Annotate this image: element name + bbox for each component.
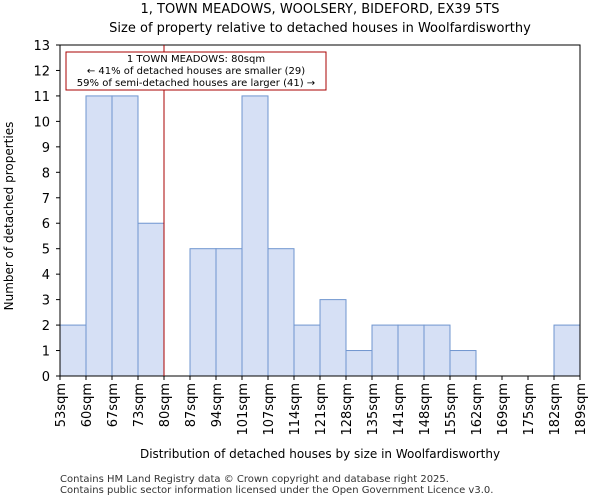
x-tick-label: 141sqm xyxy=(392,383,407,436)
y-tick-label: 0 xyxy=(42,370,50,385)
y-tick-label: 1 xyxy=(42,345,50,360)
x-tick-label: 80sqm xyxy=(158,383,173,427)
x-axis-ticks: 53sqm 60sqm 67sqm 73sqm 80sqm 87sqm 94sqm 101sq… xyxy=(54,376,589,436)
x-tick-label: 94sqm xyxy=(210,383,225,427)
y-tick-label: 5 xyxy=(42,243,50,258)
bar-67sqm xyxy=(111,95,139,377)
x-tick-label: 169sqm xyxy=(496,383,511,436)
bar-73sqm xyxy=(137,222,165,377)
y-tick-label: 13 xyxy=(33,39,50,54)
x-tick-label: 60sqm xyxy=(80,383,95,427)
bar-128sqm xyxy=(345,350,373,377)
y-tick-label: 11 xyxy=(33,90,50,105)
y-tick-label: 9 xyxy=(42,141,50,156)
x-tick-label: 135sqm xyxy=(366,383,381,436)
annotation-line-1: 1 TOWN MEADOWS: 80sqm xyxy=(127,54,265,65)
bar-155sqm xyxy=(449,350,477,377)
annotation-box xyxy=(65,51,327,91)
chart-subtitle: Size of property relative to detached ho… xyxy=(109,21,531,36)
x-tick-label: 114sqm xyxy=(288,383,303,436)
footer-licence: Contains public sector information licen… xyxy=(60,485,494,496)
plot-frame xyxy=(59,44,581,377)
bar-53sqm xyxy=(59,324,87,377)
y-tick-label: 6 xyxy=(42,217,50,232)
bar-148sqm xyxy=(423,324,451,377)
y-tick-label: 12 xyxy=(33,64,50,79)
bar-107sqm xyxy=(267,248,295,377)
y-tick-label: 4 xyxy=(42,268,50,283)
bars-group xyxy=(59,95,581,377)
bar-60sqm xyxy=(85,95,113,377)
bar-114sqm xyxy=(293,324,321,377)
x-tick-label: 162sqm xyxy=(470,383,485,436)
chart-title: 1, TOWN MEADOWS, WOOLSERY, BIDEFORD, EX3… xyxy=(140,2,499,17)
y-tick-label: 3 xyxy=(42,294,50,309)
x-tick-label: 155sqm xyxy=(444,383,459,436)
footer-copyright: Contains HM Land Registry data © Crown c… xyxy=(60,474,449,485)
x-tick-label: 53sqm xyxy=(54,383,69,427)
x-tick-label: 148sqm xyxy=(418,383,433,436)
x-tick-label: 175sqm xyxy=(522,383,537,436)
x-tick-label: 182sqm xyxy=(548,383,563,436)
y-tick-label: 2 xyxy=(42,319,50,334)
x-tick-label: 189sqm xyxy=(574,383,589,436)
marker-annotation: 1 TOWN MEADOWS: 80sqm ← 41% of detached … xyxy=(65,51,327,91)
y-tick-label: 8 xyxy=(42,166,50,181)
annotation-line-2: ← 41% of detached houses are smaller (29… xyxy=(87,66,305,77)
annotation-line-3: 59% of semi-detached houses are larger (… xyxy=(77,78,315,89)
y-tick-label: 10 xyxy=(33,115,50,130)
bar-141sqm xyxy=(397,324,425,377)
x-tick-label: 107sqm xyxy=(262,383,277,436)
bar-87sqm xyxy=(189,248,217,377)
x-tick-label: 73sqm xyxy=(132,383,147,427)
x-axis-label: Distribution of detached houses by size … xyxy=(140,447,500,461)
y-tick-label: 7 xyxy=(42,192,50,207)
bar-101sqm xyxy=(241,95,269,377)
bar-121sqm xyxy=(319,299,347,377)
x-tick-label: 128sqm xyxy=(340,383,355,436)
bar-135sqm xyxy=(371,324,399,377)
x-tick-label: 101sqm xyxy=(236,383,251,436)
bar-94sqm xyxy=(215,248,243,377)
bar-182sqm xyxy=(553,324,581,377)
x-tick-label: 87sqm xyxy=(184,383,199,427)
y-axis-label: Number of detached properties xyxy=(2,122,16,311)
x-tick-label: 121sqm xyxy=(314,383,329,436)
x-tick-label: 67sqm xyxy=(106,383,121,427)
